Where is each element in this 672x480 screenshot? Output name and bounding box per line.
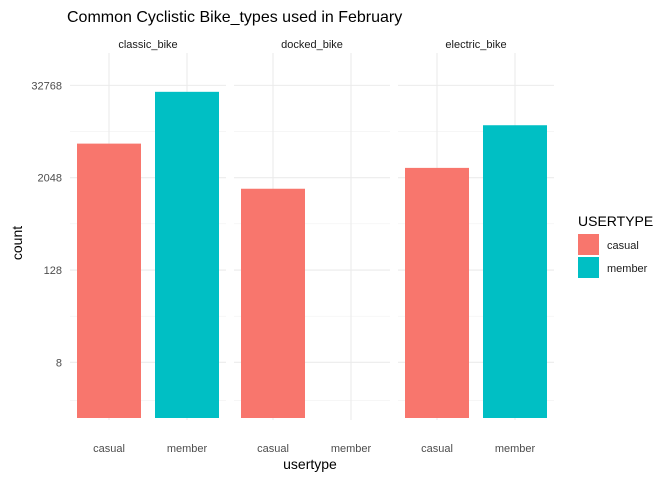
bar-electric_bike-casual [405, 167, 469, 418]
legend-label: member [607, 263, 648, 275]
y-tick-label: 32768 [31, 80, 62, 92]
legend-label: casual [607, 240, 639, 252]
chart-title: Common Cyclistic Bike_types used in Febr… [67, 9, 402, 26]
facet-label: electric_bike [445, 39, 506, 51]
x-tick-label: member [495, 443, 536, 455]
bar-electric_bike-member [483, 125, 547, 418]
legend: USERTYPE casual member [578, 213, 653, 278]
bar-classic_bike-member [155, 91, 219, 418]
x-tick-label: member [167, 443, 208, 455]
y-axis-label: count [9, 226, 25, 260]
bar-classic_bike-casual [77, 143, 141, 418]
y-tick-label: 128 [44, 265, 62, 277]
y-tick-label: 8 [56, 357, 62, 369]
legend-title: USERTYPE [578, 213, 653, 229]
x-tick-label: member [331, 443, 372, 455]
bar-docked_bike-casual [241, 188, 305, 418]
x-tick-label: casual [421, 443, 453, 455]
legend-key-casual [578, 234, 599, 255]
facet-label: docked_bike [281, 39, 343, 51]
facet-label: classic_bike [118, 39, 177, 51]
y-tick-label: 2048 [38, 173, 62, 185]
x-axis-label: usertype [283, 456, 337, 472]
legend-key-member [578, 257, 599, 278]
x-tick-label: casual [257, 443, 289, 455]
x-tick-label: casual [93, 443, 125, 455]
